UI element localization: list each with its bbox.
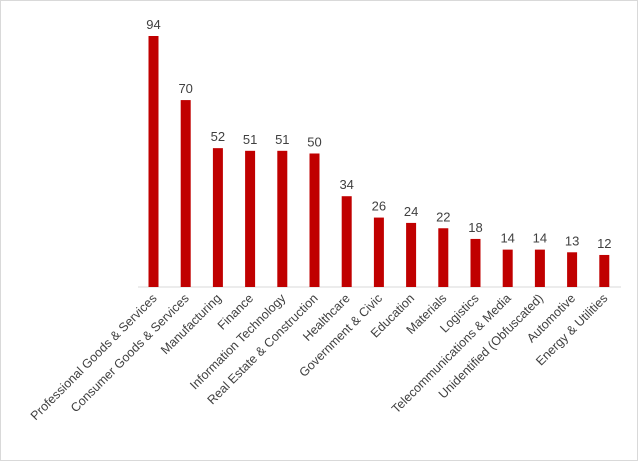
bar [599, 254, 610, 287]
data-label: 70 [178, 81, 192, 96]
data-label: 94 [146, 17, 160, 32]
data-label: 14 [500, 231, 514, 246]
data-label: 26 [372, 199, 386, 214]
bar [567, 252, 578, 287]
bar [148, 36, 159, 287]
bar [470, 238, 481, 287]
data-label: 34 [339, 177, 353, 192]
bar [373, 217, 384, 287]
bar [406, 222, 417, 287]
data-label: 24 [404, 204, 418, 219]
bar [245, 150, 256, 287]
bar [180, 100, 191, 287]
bar [502, 249, 513, 287]
bar [277, 150, 288, 287]
data-label: 51 [275, 132, 289, 147]
category-tick-label: Professional Goods & Services [28, 291, 160, 423]
bar [212, 148, 223, 287]
data-label: 18 [468, 220, 482, 235]
bar [534, 249, 545, 287]
data-label: 12 [597, 236, 611, 251]
data-label: 13 [565, 233, 579, 248]
bar [438, 228, 449, 287]
data-label: 51 [243, 132, 257, 147]
data-label: 52 [211, 129, 225, 144]
bar [309, 153, 320, 287]
data-label: 50 [307, 134, 321, 149]
bar [341, 196, 352, 287]
data-label: 22 [436, 209, 450, 224]
data-label: 14 [533, 231, 547, 246]
